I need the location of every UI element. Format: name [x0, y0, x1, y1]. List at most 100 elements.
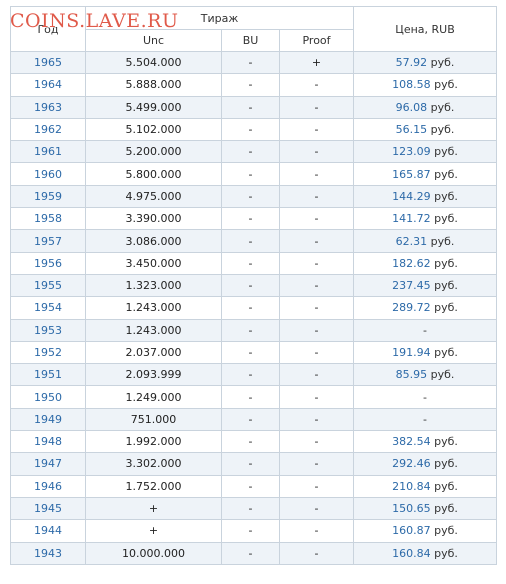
price-value[interactable]: 182.62 [392, 256, 431, 270]
proof-mintage-cell: - [278, 452, 355, 476]
price-cell[interactable]: 85.95 руб. [353, 363, 498, 387]
price-cell[interactable]: 191.94 руб. [353, 340, 498, 365]
price-cell[interactable]: 96.08 руб. [353, 95, 498, 119]
year-link[interactable]: 1961 [10, 140, 86, 164]
year-link[interactable]: 1943 [10, 541, 86, 565]
price-value[interactable]: 56.15 [395, 123, 428, 137]
column-header-mintage: Тираж [84, 6, 355, 30]
price-cell[interactable]: 289.72 руб. [353, 296, 498, 320]
year-link[interactable]: 1963 [10, 95, 86, 119]
price-value[interactable]: 57.92 [395, 56, 428, 70]
year-link[interactable]: 1944 [10, 519, 86, 543]
price-cell[interactable]: 160.84 руб. [353, 541, 498, 565]
price-cell[interactable]: 141.72 руб. [353, 207, 498, 231]
price-value[interactable]: 382.54 [392, 435, 431, 449]
price-unit: руб. [434, 256, 458, 270]
year-link[interactable]: 1955 [10, 273, 86, 298]
price-cell[interactable]: 150.65 руб. [353, 496, 498, 521]
bu-mintage-cell: - [221, 363, 280, 387]
table-row: 1946 1.752.000- -210.84 руб. [10, 474, 498, 498]
bu-mintage-cell: - [221, 273, 280, 298]
column-header-price[interactable]: Цена, RUB [353, 6, 498, 52]
price-value[interactable]: 191.94 [392, 346, 431, 359]
year-link[interactable]: 1948 [10, 430, 86, 454]
year-link[interactable]: 1959 [10, 184, 86, 209]
price-cell[interactable]: 210.84 руб. [353, 474, 498, 498]
table-row: 1953 1.243.000- - - [10, 318, 498, 342]
price-value[interactable]: 160.84 [392, 546, 431, 560]
year-link[interactable]: 1949 [10, 407, 86, 432]
bu-mintage-cell: - [221, 140, 280, 164]
table-row: 1954 1.243.000- -289.72 руб. [10, 296, 498, 320]
year-link[interactable]: 1960 [10, 162, 86, 186]
price-value[interactable]: 289.72 [392, 301, 431, 315]
price-cell[interactable]: 182.62 руб. [353, 251, 498, 275]
year-link[interactable]: 1962 [10, 117, 86, 142]
year-link[interactable]: 1951 [10, 363, 86, 387]
price-value[interactable]: 160.87 [392, 524, 431, 538]
proof-mintage-cell: - [278, 140, 355, 164]
table-row: 1955 1.323.000- -237.45 руб. [10, 273, 498, 298]
unc-mintage-cell: 10.000.000 [85, 541, 222, 565]
year-link[interactable]: 1953 [10, 318, 86, 342]
price-cell[interactable]: 165.87 руб. [353, 162, 498, 186]
proof-mintage-cell: - [278, 519, 355, 543]
year-link[interactable]: 1957 [10, 229, 86, 253]
price-value[interactable]: 141.72 [392, 212, 431, 226]
price-value[interactable]: 165.87 [392, 167, 431, 181]
price-cell[interactable]: 56.15 руб. [353, 117, 498, 142]
bu-mintage-cell: - [221, 340, 280, 365]
price-cell[interactable]: 144.29 руб. [353, 184, 498, 209]
unc-mintage-cell: 5.102.000 [85, 117, 222, 142]
price-cell[interactable]: 382.54 руб. [353, 430, 498, 454]
price-value[interactable]: 210.84 [392, 479, 431, 493]
price-value[interactable]: 292.46 [392, 457, 431, 471]
bu-mintage-cell: - [221, 430, 280, 454]
column-header-year[interactable]: Год [10, 6, 86, 52]
proof-mintage-cell: - [278, 229, 355, 253]
year-link[interactable]: 1965 [10, 50, 86, 75]
table-row: 1943 10.000.000- -160.84 руб. [10, 541, 498, 565]
year-link[interactable]: 1956 [10, 251, 86, 275]
price-cell[interactable]: 62.31 руб. [353, 229, 498, 253]
year-link[interactable]: 1964 [10, 73, 86, 97]
year-link[interactable]: 1954 [10, 296, 86, 320]
price-cell[interactable]: 160.87 руб. [353, 519, 498, 543]
price-value[interactable]: 85.95 [395, 368, 428, 382]
year-link[interactable]: 1950 [10, 385, 86, 409]
unc-mintage-cell: 751.000 [85, 407, 222, 432]
price-unit: руб. [434, 78, 458, 92]
price-cell[interactable]: 57.92 руб. [353, 50, 498, 75]
price-unit: руб. [434, 189, 458, 203]
price-unit: руб. [434, 346, 458, 359]
price-unit: руб. [430, 56, 455, 70]
price-cell[interactable]: 123.09 руб. [353, 140, 498, 164]
price-cell[interactable]: 292.46 руб. [353, 452, 498, 476]
unc-mintage-cell: 4.975.000 [85, 184, 222, 209]
price-value[interactable]: 96.08 [395, 100, 428, 114]
year-link[interactable]: 1952 [10, 340, 86, 365]
table-row: 1958 3.390.000- -141.72 руб. [10, 207, 498, 231]
unc-mintage-cell: 5.200.000 [85, 140, 222, 164]
unc-mintage-cell: 5.800.000 [85, 162, 222, 186]
price-cell[interactable]: 108.58 руб. [353, 73, 498, 97]
year-link[interactable]: 1947 [10, 452, 86, 476]
price-value[interactable]: 108.58 [392, 78, 431, 92]
price-value[interactable]: 62.31 [395, 234, 428, 248]
year-link[interactable]: 1945 [10, 496, 86, 521]
proof-mintage-cell: - [278, 184, 355, 209]
year-link[interactable]: 1958 [10, 207, 86, 231]
proof-mintage-cell: - [278, 474, 355, 498]
price-cell[interactable]: 237.45 руб. [353, 273, 498, 298]
bu-mintage-cell: - [221, 73, 280, 97]
table-row: 1947 3.302.000- -292.46 руб. [10, 452, 498, 476]
bu-mintage-cell: - [221, 296, 280, 320]
year-link[interactable]: 1946 [10, 474, 86, 498]
column-header-unc: Unc [85, 29, 222, 52]
unc-mintage-cell: 2.093.999 [85, 363, 222, 387]
price-value[interactable]: 150.65 [392, 502, 431, 516]
price-value[interactable]: 144.29 [392, 189, 431, 203]
proof-mintage-cell: - [278, 273, 355, 298]
price-value[interactable]: 237.45 [392, 279, 431, 293]
price-value[interactable]: 123.09 [392, 145, 431, 159]
